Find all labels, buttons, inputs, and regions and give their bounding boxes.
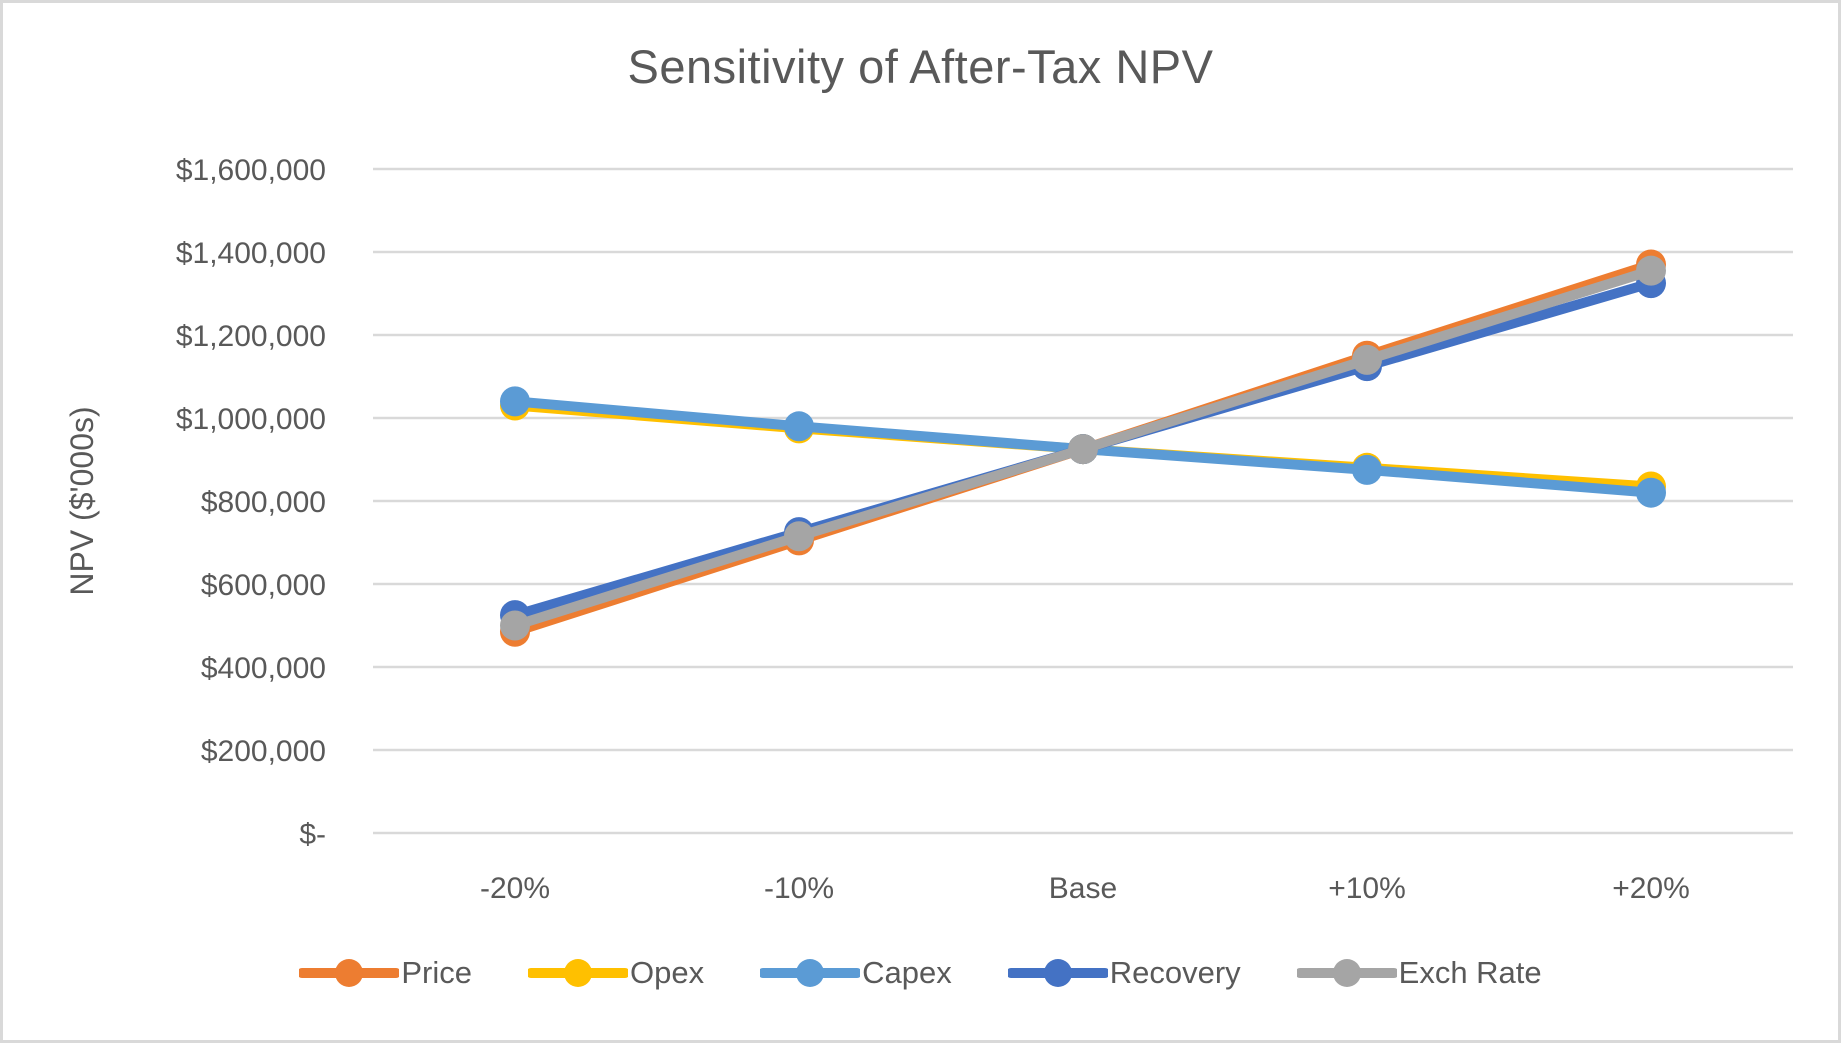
- legend-marker: [1332, 959, 1361, 987]
- legend-label: Recovery: [1109, 955, 1241, 990]
- x-tick-label: +20%: [1612, 872, 1690, 905]
- legend-item-exch-rate: Exch Rate: [1296, 955, 1542, 991]
- legend-line-marker-icon: [760, 959, 861, 987]
- legend-label: Opex: [629, 955, 705, 990]
- y-tick-label: $200,000: [201, 735, 326, 768]
- y-tick-label: $-: [299, 818, 326, 851]
- plot-area: $- $200,000 $400,000 $600,000 $800,000 $1,000…: [64, 154, 1793, 905]
- legend-item-capex: Capex: [760, 955, 952, 991]
- data-marker-exch-rate: [500, 610, 530, 641]
- data-marker-exch-rate: [784, 521, 814, 552]
- chart-title: Sensitivity of After-Tax NPV: [627, 40, 1214, 93]
- data-marker-capex: [1636, 477, 1666, 508]
- data-marker-exch-rate: [1636, 255, 1666, 286]
- y-axis-title: NPV ($'000s): [64, 406, 100, 595]
- legend-marker: [563, 959, 592, 987]
- legend-line-marker-icon: [1296, 959, 1397, 987]
- y-tick-label: $1,000,000: [176, 403, 326, 436]
- legend-item-recovery: Recovery: [1007, 955, 1241, 991]
- legend-label: Exch Rate: [1398, 955, 1542, 990]
- y-tick-label: $600,000: [201, 569, 326, 602]
- y-tick-label: $1,600,000: [176, 154, 326, 187]
- legend-item-price: Price: [299, 955, 472, 991]
- legend-line-marker-icon: [527, 959, 628, 987]
- x-tick-label: -20%: [480, 872, 550, 905]
- legend-item-opex: Opex: [527, 955, 705, 991]
- legend-line-marker-icon: [1007, 959, 1108, 987]
- data-marker-capex: [784, 411, 814, 442]
- legend-label: Price: [401, 955, 472, 990]
- x-tick-label: +10%: [1328, 872, 1406, 905]
- x-tick-label: Base: [1049, 872, 1117, 905]
- legend-label: Capex: [862, 955, 952, 990]
- data-marker-exch-rate: [1068, 434, 1098, 465]
- legend-marker: [796, 959, 825, 987]
- data-marker-capex: [1352, 454, 1382, 485]
- legend: Price Opex Capex Recovery Exch Rate: [3, 955, 1838, 991]
- legend-marker: [1043, 959, 1072, 987]
- legend-line-marker-icon: [299, 959, 400, 987]
- y-tick-label: $1,200,000: [176, 320, 326, 353]
- data-marker-exch-rate: [1352, 344, 1382, 375]
- y-tick-label: $800,000: [201, 486, 326, 519]
- x-tick-label: -10%: [764, 872, 834, 905]
- data-marker-capex: [500, 386, 530, 417]
- y-tick-label: $400,000: [201, 652, 326, 685]
- legend-marker: [335, 959, 364, 987]
- y-tick-label: $1,400,000: [176, 237, 326, 270]
